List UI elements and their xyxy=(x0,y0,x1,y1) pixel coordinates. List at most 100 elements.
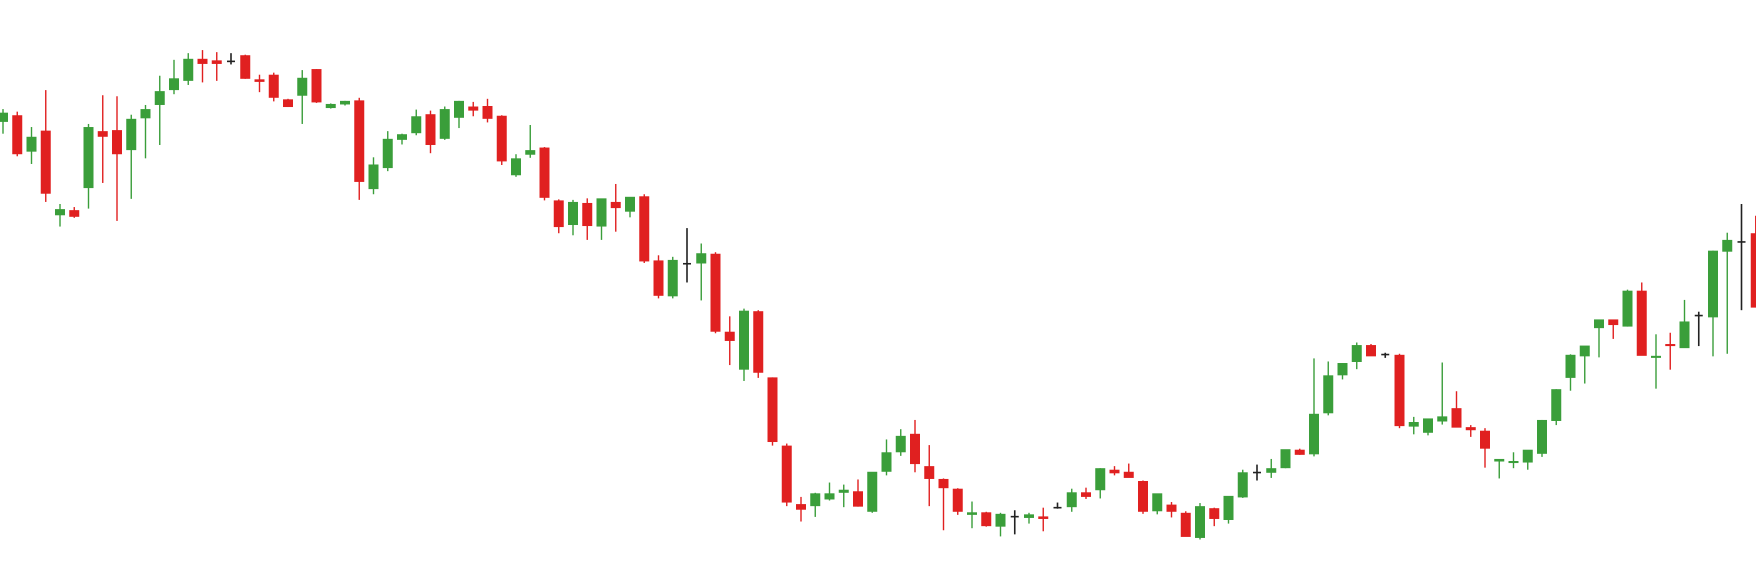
candle xyxy=(1053,502,1062,509)
candle xyxy=(1010,510,1019,535)
candle-body xyxy=(753,311,764,373)
candle xyxy=(1737,203,1746,311)
candle-body xyxy=(796,504,806,510)
candle xyxy=(838,484,849,508)
candle xyxy=(1152,493,1163,515)
candle xyxy=(938,478,949,531)
candle xyxy=(910,419,920,473)
candle xyxy=(1408,416,1419,435)
candle xyxy=(1694,311,1703,347)
candle-body xyxy=(1024,514,1034,518)
candle xyxy=(1081,487,1091,499)
candle xyxy=(895,429,906,456)
candle-body xyxy=(126,118,137,151)
candle xyxy=(625,196,635,218)
candle-body xyxy=(1195,506,1205,538)
candle-body xyxy=(1651,355,1661,358)
candle xyxy=(1708,250,1718,357)
candle xyxy=(382,131,393,172)
candle xyxy=(667,256,678,299)
candle-body xyxy=(781,445,792,503)
candle-body xyxy=(1280,449,1291,469)
candle-body xyxy=(311,69,322,103)
candle xyxy=(525,124,536,158)
candle-body xyxy=(924,466,935,479)
candle xyxy=(1722,232,1733,354)
candle-body xyxy=(952,488,963,512)
candle-body xyxy=(482,106,493,119)
candle xyxy=(227,53,235,65)
candle xyxy=(1608,319,1619,339)
candle xyxy=(425,110,436,154)
candle xyxy=(268,72,279,102)
candle xyxy=(1209,507,1220,527)
candle xyxy=(482,98,493,123)
candle-body xyxy=(325,103,336,109)
candle-body xyxy=(1708,250,1718,318)
candle xyxy=(154,75,165,145)
candle xyxy=(211,52,222,81)
candle xyxy=(853,479,863,507)
candle xyxy=(140,104,151,159)
candle xyxy=(1180,511,1191,537)
candle xyxy=(1223,495,1234,524)
candle-body xyxy=(1451,408,1462,428)
candle xyxy=(12,111,23,157)
candle-body xyxy=(397,134,407,140)
candle-body xyxy=(154,91,165,105)
candle xyxy=(981,511,992,527)
candle xyxy=(1095,468,1106,499)
candle-body xyxy=(824,493,835,500)
candle xyxy=(496,115,507,165)
candle-body xyxy=(1337,363,1348,376)
candle-body xyxy=(140,109,151,119)
candle-body xyxy=(511,158,521,176)
candle-body xyxy=(1722,239,1733,252)
candle xyxy=(924,445,935,507)
candle-body xyxy=(0,112,8,122)
candle xyxy=(1423,418,1433,436)
candle xyxy=(169,59,179,95)
candle-body xyxy=(1038,516,1049,519)
candle-body xyxy=(211,60,222,64)
candle-body xyxy=(439,109,450,139)
candle-body xyxy=(468,106,479,111)
candle-body xyxy=(1152,493,1163,512)
candle-body xyxy=(1223,495,1234,520)
candle-body xyxy=(1138,481,1148,512)
candle-body xyxy=(881,452,892,472)
candle xyxy=(1351,342,1362,370)
candle-body xyxy=(1565,354,1576,378)
candle xyxy=(1679,299,1690,349)
candle xyxy=(1565,354,1576,391)
candle-body xyxy=(838,489,849,493)
candle-body xyxy=(26,136,37,152)
candle xyxy=(1166,502,1177,518)
candle xyxy=(1494,458,1505,479)
candle-body xyxy=(240,55,251,79)
candle xyxy=(1237,469,1248,498)
candle-body xyxy=(995,513,1006,527)
candle xyxy=(1451,391,1462,428)
candle-body xyxy=(1394,354,1405,427)
candle-body xyxy=(853,491,863,507)
candle-body xyxy=(297,77,308,96)
candle xyxy=(1280,449,1291,469)
candle xyxy=(1465,425,1476,437)
candle xyxy=(1750,215,1756,308)
candle xyxy=(1109,466,1120,476)
candle xyxy=(1651,334,1661,389)
candle-body xyxy=(1309,413,1319,455)
candle-body xyxy=(1423,418,1433,433)
candle-body xyxy=(1679,321,1690,349)
candle-body xyxy=(55,209,65,216)
candle xyxy=(1394,353,1405,429)
candle-body xyxy=(1579,345,1590,357)
candle xyxy=(767,377,778,446)
candle-body xyxy=(895,435,906,453)
candle-body xyxy=(83,127,94,189)
candle xyxy=(1195,503,1205,540)
candle-body xyxy=(568,201,578,226)
candle xyxy=(197,50,208,83)
candle xyxy=(1366,344,1376,357)
